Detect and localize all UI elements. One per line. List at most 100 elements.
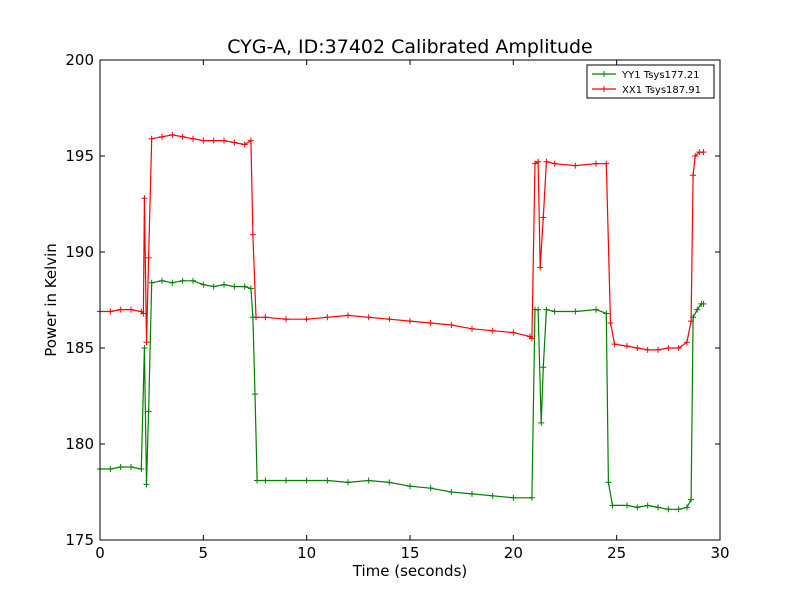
data-point-marker (253, 314, 260, 321)
data-point-marker (365, 477, 372, 484)
plot-area (100, 60, 720, 540)
data-point-marker (489, 327, 496, 334)
data-point-marker (148, 279, 155, 286)
data-point-marker (283, 316, 289, 323)
data-point-marker (241, 283, 248, 290)
legend-label: XX1 Tsys187.91 (622, 85, 701, 96)
data-point-marker (145, 254, 152, 261)
data-point-marker (675, 506, 682, 513)
data-point-marker (528, 494, 535, 501)
x-tick-label: 5 (199, 544, 209, 562)
data-point-marker (644, 502, 651, 509)
data-point-marker (143, 481, 150, 488)
data-point-marker (190, 135, 196, 142)
data-point-marker (345, 479, 351, 486)
data-point-marker (247, 137, 254, 144)
legend-marker (601, 71, 607, 77)
legend-marker (601, 86, 607, 92)
data-point-marker (611, 341, 618, 348)
data-point-marker (179, 277, 186, 284)
data-point-marker (593, 160, 599, 167)
data-point-marker (489, 492, 496, 499)
data-point-marker (345, 312, 351, 319)
data-point-marker (138, 465, 145, 472)
data-point-marker (145, 408, 152, 415)
data-point-marker (254, 477, 261, 484)
data-point-marker (143, 339, 150, 346)
y-axis-label: Power in Kelvin (42, 243, 60, 357)
data-point-marker (540, 364, 547, 371)
y-tick-label: 190 (65, 243, 94, 261)
data-point-marker (169, 131, 176, 138)
data-point-marker (510, 329, 517, 336)
data-point-marker (692, 153, 699, 159)
data-point-marker (532, 160, 539, 167)
data-point-marker (694, 306, 701, 313)
data-point-marker (117, 464, 124, 471)
data-point-marker (683, 504, 690, 511)
data-point-marker (675, 345, 682, 351)
data-point-marker (603, 310, 610, 317)
data-point-marker (683, 339, 690, 346)
x-tick-label: 25 (607, 544, 626, 562)
data-point-marker (221, 281, 227, 288)
data-point-marker (605, 479, 612, 486)
data-point-marker (572, 162, 579, 169)
data-point-marker (210, 137, 217, 144)
data-point-marker (241, 141, 248, 148)
data-point-marker (283, 477, 289, 484)
x-tick-label: 30 (710, 544, 729, 562)
data-point-marker (528, 335, 535, 342)
data-point-marker (210, 283, 217, 290)
data-point-marker (159, 277, 165, 284)
data-point-marker (252, 391, 258, 398)
data-point-marker (107, 465, 114, 472)
data-point-marker (365, 314, 372, 321)
data-point-marker (117, 306, 124, 313)
data-point-marker (262, 314, 269, 321)
data-point-marker (690, 172, 697, 179)
data-point-marker (510, 494, 517, 501)
data-point-marker (141, 195, 148, 202)
data-point-marker (159, 133, 165, 140)
data-point-marker (179, 133, 186, 140)
data-point-marker (665, 345, 672, 351)
data-point-marker (535, 158, 542, 165)
data-point-marker (407, 318, 413, 325)
data-point-marker (469, 490, 475, 497)
data-point-marker (231, 139, 238, 146)
data-point-marker (303, 316, 310, 323)
data-point-marker (688, 318, 695, 325)
data-point-marker (469, 325, 475, 332)
data-point-marker (324, 314, 331, 321)
data-point-marker (688, 496, 695, 503)
data-point-marker (262, 477, 269, 484)
data-point-marker (624, 343, 630, 350)
x-axis-label: Time (seconds) (352, 562, 468, 580)
data-point-marker (609, 502, 616, 509)
data-point-marker (448, 489, 455, 495)
data-point-marker (665, 506, 672, 513)
data-point-marker (107, 308, 114, 315)
data-point-marker (427, 320, 434, 327)
series-layer (97, 131, 707, 513)
series-0 (97, 277, 707, 513)
data-point-marker (535, 306, 542, 313)
data-point-marker (386, 479, 393, 486)
data-point-marker (634, 345, 641, 351)
data-point-marker (231, 283, 238, 290)
data-point-marker (537, 264, 544, 271)
data-point-marker (128, 306, 134, 313)
data-point-marker (448, 321, 455, 328)
data-point-marker (551, 160, 558, 167)
data-point-marker (324, 477, 331, 484)
data-point-marker (700, 300, 707, 307)
x-tick-label: 0 (95, 544, 105, 562)
data-point-marker (593, 306, 599, 313)
data-point-marker (407, 483, 413, 490)
data-point-marker (303, 477, 310, 484)
data-point-marker (700, 149, 707, 156)
data-point-marker (221, 137, 227, 144)
data-point-marker (190, 277, 196, 284)
